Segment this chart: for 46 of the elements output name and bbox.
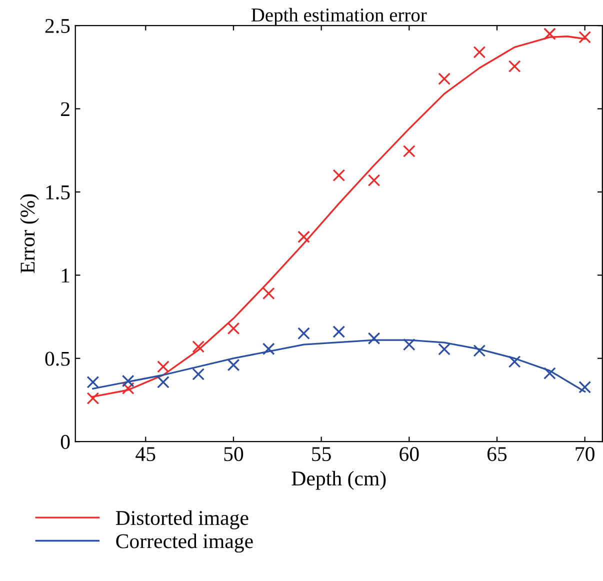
point (192, 340, 205, 353)
point (473, 46, 486, 58)
point (122, 374, 134, 388)
point (368, 174, 380, 187)
point (227, 358, 240, 372)
y-tick-label: 0 (60, 434, 70, 449)
point (438, 72, 451, 86)
point (332, 326, 346, 338)
y-tick-label: 1.5 (46, 185, 70, 200)
point (543, 367, 556, 380)
point (402, 144, 416, 158)
point (227, 322, 240, 335)
x-tick-label: 50 (224, 447, 244, 462)
point (157, 376, 170, 388)
point (332, 169, 346, 182)
x-tick-label: 45 (136, 447, 156, 462)
point (368, 332, 380, 345)
x-tick-label: 60 (400, 447, 419, 462)
y-tick-label: 2 (61, 102, 70, 116)
point (157, 360, 170, 373)
point (86, 376, 100, 388)
point (298, 230, 310, 244)
x-axis-title: Depth (cm) (292, 470, 386, 490)
point (262, 287, 275, 300)
point (473, 344, 486, 357)
x-tick-label: 65 (487, 447, 507, 462)
point (192, 368, 205, 380)
y-tick-label: 1 (62, 268, 70, 282)
chart-title: Depth estimation error (251, 8, 427, 26)
x-tick-label: 70 (576, 447, 594, 462)
point (438, 342, 451, 356)
point (402, 338, 416, 351)
x-tick-label: 55 (312, 447, 331, 462)
point (298, 327, 310, 340)
y-tick-label: 2.5 (45, 18, 70, 34)
point (578, 380, 592, 394)
y-tick-label: 0.5 (45, 352, 70, 366)
legend-label: Distorted image (116, 510, 248, 530)
legend-label: Corrected image (116, 534, 253, 553)
point (262, 342, 275, 356)
point (578, 31, 592, 44)
point (86, 392, 100, 405)
point (508, 60, 521, 73)
point (543, 28, 556, 40)
point (508, 355, 521, 368)
y-axis-title: Error (%) (20, 194, 39, 274)
